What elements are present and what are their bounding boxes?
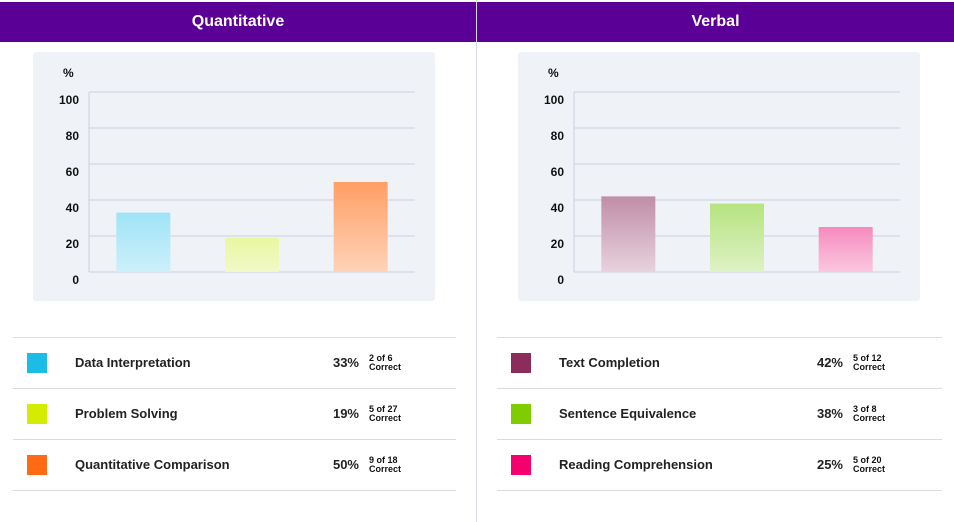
y-tick-label: 0 [72,273,79,287]
correct-count: 3 of 8 Correct [853,405,885,423]
y-axis-unit-label: % [63,66,74,80]
panel-header: Quantitative [0,2,476,42]
correct-count: 2 of 6 Correct [369,354,401,372]
legend-swatch [27,455,47,475]
y-tick-label: 20 [66,237,80,251]
y-tick-label: 60 [66,165,80,179]
bar-quantitative-comparison [333,182,388,272]
percent-value: 25% [816,457,843,472]
panel-divider [476,0,477,522]
y-tick-label: 100 [544,93,564,107]
verbal-bar-chart: % 0 20 40 60 80 100 [544,66,900,287]
quantitative-bar-chart: % 0 20 40 60 80 100 [59,66,415,287]
legend-swatch [27,353,47,373]
legend-row: Reading Comprehension 25% 5 of 20 Correct [497,439,942,491]
legend-swatch [511,353,531,373]
y-tick-label: 20 [551,237,565,251]
correct-text: Correct [369,413,402,423]
count-text: 5 of 27 [369,404,398,414]
category-name: Problem Solving [75,406,178,421]
category-name: Data Interpretation [75,355,191,370]
chart-container: % 0 20 40 60 80 100 [518,52,920,301]
y-tick-label: 80 [66,129,80,143]
quantitative-panel: Quantitative % 0 20 40 60 80 100 Data Interpre… [0,0,476,522]
category-name: Text Completion [559,355,660,370]
legend-row: Problem Solving 19% 5 of 27 Correct [13,388,456,439]
percent-value: 50% [332,457,359,472]
correct-count: 5 of 12 Correct [853,354,885,372]
bar-reading-comprehension [818,227,873,272]
correct-count: 5 of 27 Correct [369,405,401,423]
y-tick-label: 40 [551,201,565,215]
count-text: 9 of 18 [369,455,398,465]
percent-value: 38% [816,406,843,421]
y-tick-label: 0 [557,273,564,287]
legend-row: Sentence Equivalence 38% 3 of 8 Correct [497,388,942,439]
count-text: 5 of 12 [853,353,882,363]
legend-swatch [27,404,47,424]
legend-table: Text Completion 42% 5 of 12 Correct Sentence… [497,337,942,491]
legend-swatch [511,455,531,475]
correct-count: 5 of 20 Correct [853,456,885,474]
bar-text-completion [601,196,656,272]
panel-header: Verbal [477,2,954,42]
correct-text: Correct [369,464,402,474]
legend-row: Text Completion 42% 5 of 12 Correct [497,337,942,388]
chart-container: % 0 20 40 60 80 100 [33,52,435,301]
category-name: Reading Comprehension [559,457,713,472]
legend-row: Quantitative Comparison 50% 9 of 18 Correct [13,439,456,491]
legend-row: Data Interpretation 33% 2 of 6 Correct [13,337,456,388]
bar-problem-solving [225,237,279,272]
bar-data-interpretation [116,212,171,272]
percent-value: 42% [816,355,843,370]
y-tick-label: 40 [66,201,80,215]
correct-count: 9 of 18 Correct [369,456,401,474]
verbal-panel: Verbal % 0 20 40 60 80 100 Text Completion 42% 5… [477,0,954,522]
legend-swatch [511,404,531,424]
y-tick-label: 60 [551,165,565,179]
category-name: Sentence Equivalence [559,406,697,421]
count-text: 2 of 6 [369,353,393,363]
legend-table: Data Interpretation 33% 2 of 6 Correct Probl… [13,337,456,491]
y-axis-unit-label: % [548,66,559,80]
correct-text: Correct [853,413,886,423]
correct-text: Correct [369,362,402,372]
bar-sentence-equivalence [710,203,764,272]
category-name: Quantitative Comparison [75,457,230,472]
count-text: 5 of 20 [853,455,882,465]
percent-value: 19% [332,406,359,421]
y-tick-label: 100 [59,93,79,107]
y-tick-label: 80 [551,129,565,143]
count-text: 3 of 8 [853,404,877,414]
percent-value: 33% [332,355,359,370]
correct-text: Correct [853,464,886,474]
correct-text: Correct [853,362,886,372]
